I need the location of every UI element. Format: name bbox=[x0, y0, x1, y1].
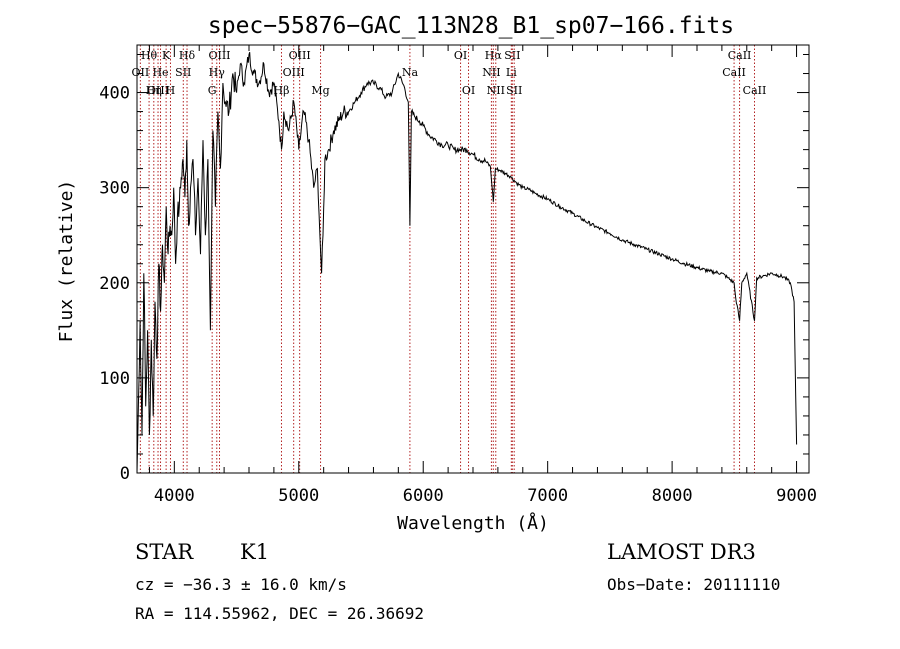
spectral-line-label: OIII bbox=[289, 49, 311, 62]
spectral-line-label: NII bbox=[482, 66, 500, 79]
spectral-line-label: He bbox=[152, 66, 168, 79]
x-tick-label: 6000 bbox=[403, 486, 444, 506]
axis-ticks: 4000 5000 6000 7000 8000 9000 0 100 200 300 400 bbox=[99, 45, 817, 506]
x-tick-label: 9000 bbox=[776, 486, 817, 506]
spectrum-series bbox=[136, 52, 798, 474]
y-tick-label: 100 bbox=[99, 369, 130, 389]
spectral-line-label: CaII bbox=[722, 66, 746, 79]
spectral-line-label: H bbox=[166, 84, 176, 97]
spectral-line-label: Mg bbox=[311, 84, 329, 97]
spectral-line-label: SII bbox=[506, 84, 522, 97]
observation-date: Obs−Date: 20111110 bbox=[607, 575, 781, 594]
object-type: STAR bbox=[135, 540, 194, 564]
spectral-line-label: SII bbox=[504, 49, 520, 62]
x-tick-label: 7000 bbox=[527, 486, 568, 506]
spectral-line-label: OIII bbox=[147, 84, 169, 97]
spectral-line-label: Hγ bbox=[209, 66, 226, 79]
chart-title: spec−55876−GAC_113N28_B1_sp07−166.fits bbox=[208, 13, 734, 39]
survey-name: LAMOST DR3 bbox=[607, 540, 756, 564]
spectrum-line bbox=[136, 52, 798, 474]
y-tick-label: 300 bbox=[99, 179, 130, 199]
spectral-line-label: K bbox=[162, 49, 171, 62]
spectral-line-label: Hα bbox=[485, 49, 503, 62]
spectral-line-label: G bbox=[208, 84, 217, 97]
x-axis-label: Wavelength (Å) bbox=[397, 512, 549, 534]
x-tick-label: 8000 bbox=[652, 486, 693, 506]
spectral-line-label: SII bbox=[175, 66, 191, 79]
redshift-cz: cz = −36.3 ± 16.0 km/s bbox=[135, 575, 347, 594]
plot-frame bbox=[136, 44, 810, 474]
spectral-line-label: Hδ bbox=[179, 49, 196, 62]
spectral-line-label: CaII bbox=[728, 49, 752, 62]
spectral-line-label: OIII bbox=[208, 49, 230, 62]
y-tick-label: 0 bbox=[120, 464, 130, 484]
x-tick-label: 5000 bbox=[278, 486, 319, 506]
spectral-line-label: Hβ bbox=[274, 84, 290, 97]
spectral-line-label: Na bbox=[402, 66, 419, 79]
y-tick-label: 200 bbox=[99, 274, 130, 294]
spectral-line-label: OI bbox=[454, 49, 467, 62]
coordinates: RA = 114.55962, DEC = 26.36692 bbox=[135, 604, 424, 623]
y-axis-label: Flux (relative) bbox=[56, 180, 77, 343]
spectral-line-label: Li bbox=[506, 66, 517, 79]
spectral-line-label: NII bbox=[487, 84, 505, 97]
object-subclass: K1 bbox=[240, 540, 270, 564]
x-tick-label: 4000 bbox=[154, 486, 195, 506]
spectral-line-label: CaII bbox=[743, 84, 767, 97]
spectral-line-label: Hη bbox=[146, 84, 162, 97]
spectral-line-label: OII bbox=[132, 66, 150, 79]
y-tick-label: 400 bbox=[99, 84, 130, 104]
spectral-line-label: OIII bbox=[283, 66, 305, 79]
spectral-line-label: OI bbox=[462, 84, 475, 97]
